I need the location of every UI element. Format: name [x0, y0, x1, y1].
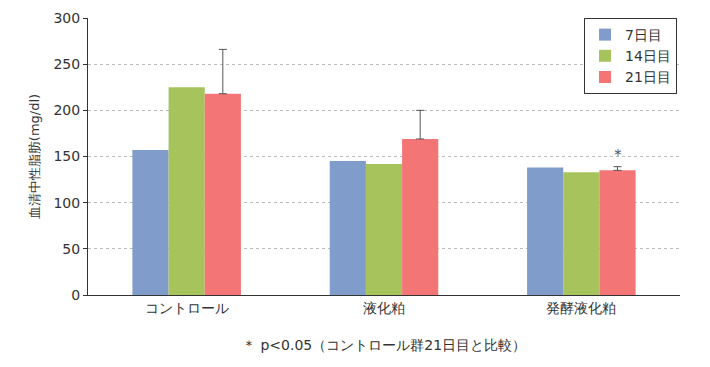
svg-text:液化粕: 液化粕 — [363, 300, 405, 316]
svg-text:コントロール: コントロール — [145, 300, 229, 316]
svg-text:0: 0 — [71, 287, 80, 303]
svg-text:300: 300 — [53, 10, 80, 26]
svg-text:発酵液化粕: 発酵液化粕 — [546, 300, 616, 316]
svg-text:21日目: 21日目 — [625, 69, 671, 85]
svg-text:血清中性脂肪(mg/dl): 血清中性脂肪(mg/dl) — [27, 94, 42, 219]
svg-text:200: 200 — [53, 102, 80, 118]
svg-text:250: 250 — [53, 56, 80, 72]
svg-text:150: 150 — [53, 148, 80, 164]
svg-text:14日目: 14日目 — [625, 48, 671, 64]
svg-text:50: 50 — [62, 241, 80, 257]
svg-text:100: 100 — [53, 195, 80, 211]
svg-text:＊: ＊ — [610, 145, 626, 164]
svg-text:7日目: 7日目 — [625, 27, 662, 43]
svg-text:＊ p<0.05（コントロール群21日目と比較）: ＊ p<0.05（コントロール群21日目と比較） — [242, 337, 526, 353]
